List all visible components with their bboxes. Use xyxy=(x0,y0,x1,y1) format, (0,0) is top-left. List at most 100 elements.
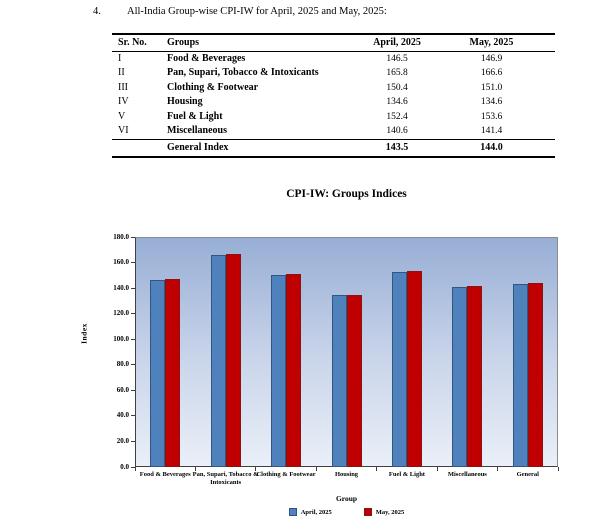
general-index-row: General Index 143.5 144.0 xyxy=(112,138,555,158)
col-may: May, 2025 xyxy=(442,34,555,52)
bar-april xyxy=(271,274,287,467)
table-row: II Pan, Supari, Tobacco & Intoxicants 165.… xyxy=(112,66,555,81)
legend-swatch xyxy=(363,508,372,516)
bar-april xyxy=(210,255,226,467)
y-axis-tick-label: 120.0 xyxy=(113,309,129,318)
y-axis-tick xyxy=(131,313,135,315)
group-cell: Fuel & Light xyxy=(167,110,223,122)
y-axis-tick-label: 60.0 xyxy=(116,385,129,394)
x-axis-label: Clothing & Footwear xyxy=(256,471,316,478)
bar-may xyxy=(286,274,302,467)
x-axis-tick xyxy=(497,467,499,471)
group-cell: Food & Beverages xyxy=(167,52,246,64)
y-axis-tick xyxy=(131,389,135,391)
sr-cell: IV xyxy=(118,96,129,107)
cpi-table: Sr. No. Groups April, 2025 May, 2025 I Fo… xyxy=(112,33,555,158)
x-axis-label: Food & Beverages xyxy=(139,471,191,478)
bar-may xyxy=(467,286,483,467)
may-cell: 166.6 xyxy=(480,68,503,78)
april-cell: 134.6 xyxy=(386,97,408,107)
y-axis-tick xyxy=(131,262,135,264)
y-axis-tick-label: 180.0 xyxy=(113,232,129,241)
x-axis-label: Fuel & Light xyxy=(388,471,425,478)
y-axis-title: Index xyxy=(79,323,89,344)
y-axis-tick xyxy=(131,466,135,468)
section-number: 4. xyxy=(93,6,101,17)
col-groups: Groups xyxy=(162,34,352,52)
bar-april xyxy=(452,287,468,467)
heading-text: All-India Group-wise CPI-IW for April, 2… xyxy=(127,6,387,17)
legend-item: May, 2025 xyxy=(363,508,405,516)
x-axis-tick xyxy=(376,467,378,471)
y-axis-tick xyxy=(131,338,135,340)
bar-may xyxy=(225,254,241,467)
may-cell: 151.0 xyxy=(480,82,503,93)
section-heading: 4. All-India Group-wise CPI-IW for April,… xyxy=(93,6,387,17)
x-axis-tick xyxy=(194,467,196,471)
group-cell: Miscellaneous xyxy=(167,125,227,136)
y-axis-tick xyxy=(131,440,135,442)
april-cell: 146.5 xyxy=(386,53,408,64)
bar-may xyxy=(406,270,422,467)
chart-title: CPI-IW: Groups Indices xyxy=(286,188,407,200)
table-header-row: Sr. No. Groups April, 2025 May, 2025 xyxy=(112,34,555,52)
y-axis-tick xyxy=(131,364,135,366)
sr-cell: VI xyxy=(118,125,129,136)
x-axis-label: Housing xyxy=(334,471,359,478)
table-row: VI Miscellaneous 140.6 141.4 xyxy=(112,124,555,139)
table-row: IV Housing 134.6 134.6 xyxy=(112,95,555,110)
y-axis-tick-label: 0.0 xyxy=(120,462,129,471)
legend-item: April, 2025 xyxy=(288,508,332,516)
group-cell: Housing xyxy=(167,96,203,107)
x-axis-tick xyxy=(315,467,317,471)
legend-swatch xyxy=(288,508,297,516)
may-cell: 153.6 xyxy=(480,111,503,122)
bar-april xyxy=(150,279,166,467)
april-cell: 165.8 xyxy=(386,68,408,78)
may-cell: 144.0 xyxy=(442,138,555,158)
may-cell: 134.6 xyxy=(480,97,503,107)
col-sr-no: Sr. No. xyxy=(112,34,162,52)
x-axis-tick xyxy=(557,467,559,471)
y-axis-tick-label: 20.0 xyxy=(116,436,129,445)
sr-cell xyxy=(112,138,162,158)
sr-cell: I xyxy=(118,52,122,64)
x-axis-label: Pan, Supari, Tobacco & Intoxicants xyxy=(192,471,259,487)
group-cell: Clothing & Footwear xyxy=(167,81,259,93)
group-cell: Pan, Supari, Tobacco & Intoxicants xyxy=(167,67,319,78)
y-axis-tick-label: 80.0 xyxy=(116,360,129,369)
group-cell: General Index xyxy=(162,138,352,158)
bar-april xyxy=(391,272,407,467)
y-axis-tick-label: 160.0 xyxy=(113,258,129,267)
bar-april xyxy=(331,295,347,467)
x-axis-label: General xyxy=(516,471,539,478)
y-axis-tick xyxy=(131,415,135,417)
legend-label: April, 2025 xyxy=(300,508,332,516)
y-axis-tick xyxy=(131,236,135,238)
sr-cell: II xyxy=(118,67,125,78)
bar-may xyxy=(165,279,181,467)
bar-may xyxy=(346,295,362,467)
col-april: April, 2025 xyxy=(352,34,442,52)
april-cell: 150.4 xyxy=(386,82,408,93)
x-axis-tick xyxy=(255,467,257,471)
y-axis-tick xyxy=(131,287,135,289)
may-cell: 146.9 xyxy=(480,53,503,64)
may-cell: 141.4 xyxy=(480,126,503,136)
bar-april xyxy=(512,283,528,467)
legend-label: May, 2025 xyxy=(375,508,405,516)
table-row: V Fuel & Light 152.4 153.6 xyxy=(112,110,555,125)
y-axis-tick-label: 140.0 xyxy=(113,283,129,292)
x-axis-label: Miscellaneous xyxy=(447,471,487,478)
bar-may xyxy=(527,283,543,467)
x-axis-tick xyxy=(134,467,136,471)
chart-legend: April, 2025 May, 2025 xyxy=(135,508,558,516)
y-axis-tick-label: 100.0 xyxy=(113,334,129,343)
x-axis-tick xyxy=(436,467,438,471)
april-cell: 140.6 xyxy=(386,126,408,136)
sr-cell: V xyxy=(118,110,126,122)
y-axis-tick-label: 40.0 xyxy=(116,411,129,420)
sr-cell: III xyxy=(118,81,128,93)
table-row: I Food & Beverages 146.5 146.9 xyxy=(112,51,555,66)
